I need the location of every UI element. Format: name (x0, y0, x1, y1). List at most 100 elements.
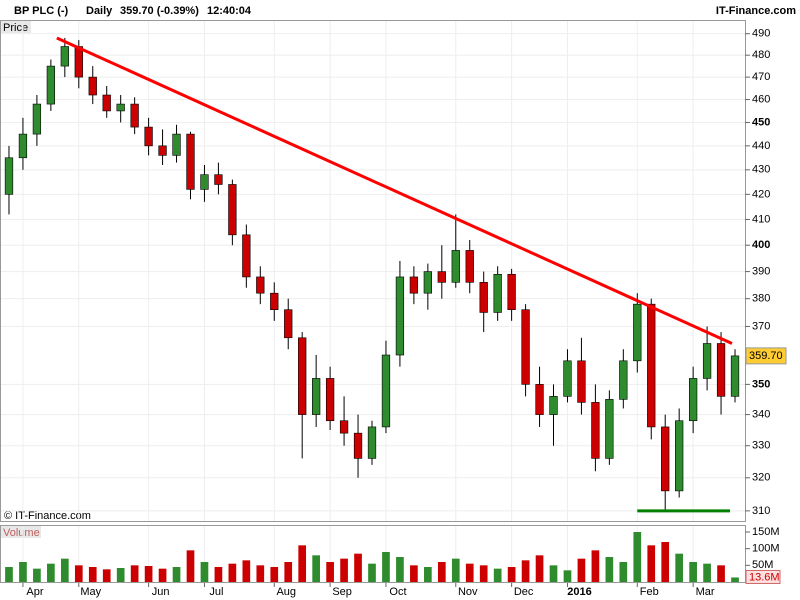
y-tick-label: 380 (752, 293, 770, 305)
x-tick-label: Mar (696, 586, 715, 598)
candle-body (661, 426, 670, 492)
y-tick-label: 430 (752, 164, 770, 176)
x-tick-label: 2016 (567, 586, 591, 598)
y-tick-label: 340 (752, 408, 770, 420)
candle-body (381, 354, 391, 428)
volume-bar (591, 550, 600, 582)
candle-body (228, 184, 237, 236)
v-tick-label: 50M (752, 559, 773, 571)
candle-body (409, 276, 419, 294)
volume-bar (451, 558, 460, 582)
x-tick-label: Sep (332, 586, 352, 598)
candle-body (60, 46, 69, 67)
candle-body (130, 103, 139, 128)
time: 12:40:04 (207, 5, 252, 17)
candle-body (353, 432, 363, 459)
candle-body (675, 420, 684, 492)
candle-body (88, 76, 97, 96)
candle-body (535, 384, 544, 415)
x-tick-label: Oct (389, 586, 406, 598)
volume-bar (354, 553, 362, 582)
v-tick-label: 150M (752, 526, 780, 538)
candle-body (367, 426, 377, 459)
candle-body (158, 145, 167, 156)
volume-bar (493, 568, 502, 582)
last-volume-box (745, 569, 781, 584)
volume-bar (116, 568, 125, 582)
volume-panel (0, 525, 746, 583)
y-tick-label: 470 (752, 71, 770, 83)
period: Daily (86, 5, 113, 17)
x-tick-label: Dec (514, 586, 534, 598)
volume-bar (368, 563, 376, 582)
candle-body (493, 273, 502, 313)
last-price-label: 359.70 (749, 350, 783, 362)
y-tick-label: 410 (752, 213, 770, 225)
volume-bar (633, 532, 642, 582)
candle-body (284, 309, 293, 339)
candle-body (619, 360, 628, 400)
volume-label: Volume (3, 527, 40, 539)
brand: IT-Finance.com (716, 5, 796, 17)
volume-bar (284, 562, 293, 582)
x-tick-label: Jul (209, 586, 223, 598)
candle-body (200, 174, 209, 190)
volume-bar (437, 562, 446, 582)
volume-bar (507, 567, 516, 582)
candle-body (716, 343, 726, 397)
candle-body (270, 292, 279, 310)
x-tick-label: Jun (152, 586, 170, 598)
candle-body (298, 337, 307, 415)
volume-tag (1, 526, 41, 538)
candle-body (186, 133, 195, 190)
volume-bar (549, 565, 558, 582)
volume-bar (619, 562, 628, 582)
candle-body (32, 103, 42, 135)
price-label: Price (3, 22, 28, 34)
volume-bar (717, 565, 725, 582)
volume-bar (33, 568, 41, 582)
candle-body (395, 276, 405, 356)
candle-body (507, 273, 516, 310)
volume-bar (130, 565, 139, 582)
candle-body (46, 65, 56, 105)
x-tick-label: May (80, 586, 101, 598)
volume-bar (703, 563, 711, 582)
volume-bar (74, 565, 83, 582)
x-tick-label: Nov (458, 586, 478, 598)
y-tick-label: 350 (752, 378, 770, 390)
volume-bar (689, 562, 697, 582)
candle-body (242, 234, 251, 278)
candle-body (521, 309, 530, 385)
volume-bar (298, 545, 307, 582)
volume-bar (675, 553, 684, 582)
copyright: © IT-Finance.com (4, 510, 91, 522)
candle-body (549, 396, 558, 415)
y-tick-label: 490 (752, 28, 770, 40)
volume-bar (396, 557, 404, 582)
x-tick-label: Feb (640, 586, 659, 598)
candle-body (730, 355, 740, 397)
v-tick-label: 100M (752, 543, 780, 555)
candle-body (702, 343, 712, 379)
volume-bar (605, 557, 614, 582)
volume-bar (172, 567, 181, 582)
y-tick-label: 320 (752, 472, 770, 484)
candle-body (18, 133, 28, 159)
volume-bar (256, 565, 265, 582)
y-tick-label: 370 (752, 320, 770, 332)
y-tick-label: 450 (752, 116, 770, 128)
volume-bar (88, 567, 97, 582)
volume-bar (158, 568, 167, 582)
trendline (56, 36, 733, 345)
candle-body (647, 303, 656, 428)
quote: 359.70 (-0.39%) (120, 5, 199, 17)
candle-body (479, 282, 488, 313)
x-tick-label: Aug (276, 586, 296, 598)
volume-bar (424, 567, 432, 582)
candle-body (172, 133, 181, 156)
y-tick-label: 330 (752, 440, 770, 452)
candle-body (4, 157, 14, 195)
volume-bar (661, 542, 670, 582)
volume-bar (521, 560, 530, 582)
